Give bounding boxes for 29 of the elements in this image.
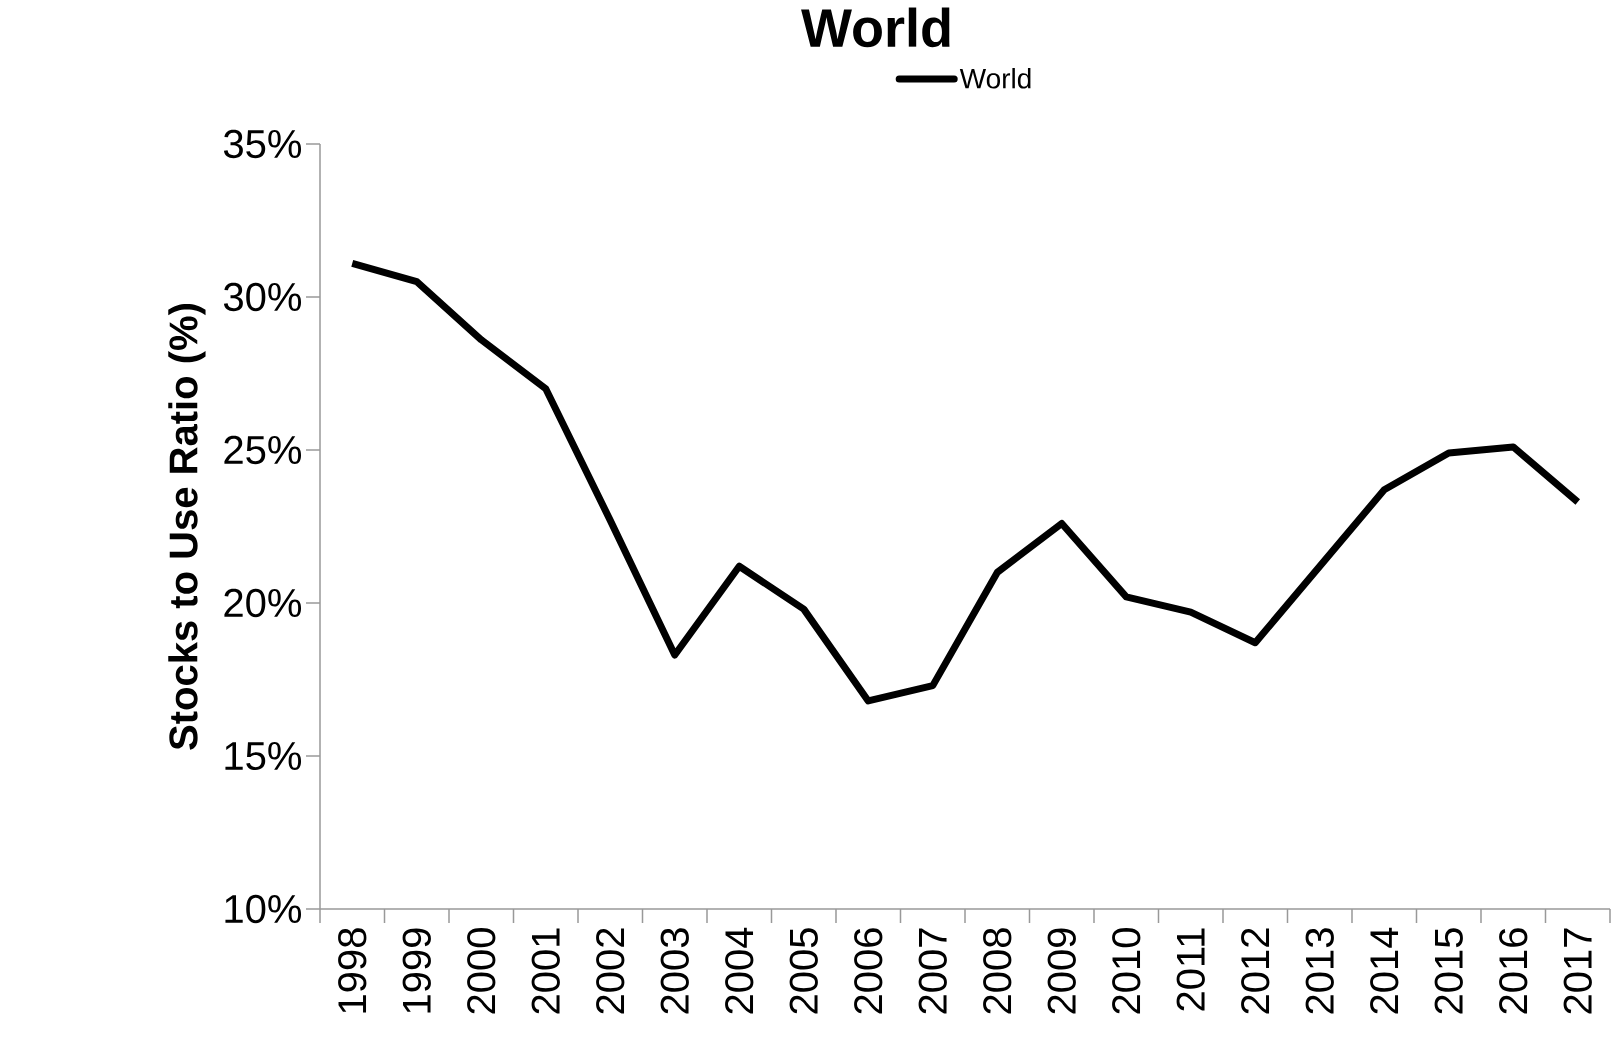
x-tick-label: 2016 [1499,928,1528,1014]
x-tick-label: 2017 [1563,928,1592,1014]
x-tick-label: 2007 [918,928,947,1014]
x-tick-label: 2003 [660,928,689,1014]
legend-label: World [959,68,1031,89]
y-axis-title: Stocks to Use Ratio (%) [168,304,206,750]
y-tick-label: 25% [224,435,302,465]
x-tick-label: 2000 [467,928,496,1014]
x-tick-label: 2005 [789,928,818,1014]
x-tick-label: 2008 [983,928,1012,1014]
x-tick-label: 2001 [531,928,560,1014]
x-tick-label: 2006 [854,928,883,1014]
x-tick-label: 2014 [1370,927,1399,1014]
y-tick-label: 30% [223,282,302,312]
x-tick-label: 1998 [338,928,367,1013]
y-tick-label: 35% [223,129,302,159]
y-tick-label: 15% [225,741,302,771]
x-tick-label: 1999 [402,928,431,1013]
x-tick-label: 2013 [1305,928,1334,1014]
chart-title: World [801,7,950,48]
x-tick-label: 2011 [1176,928,1205,1011]
y-tick-label: 10% [225,894,302,924]
x-tick-label: 2012 [1241,928,1270,1014]
x-tick-label: 2015 [1434,928,1463,1014]
y-tick-label: 20% [224,588,302,618]
x-tick-label: 2009 [1047,928,1076,1014]
x-tick-label: 2004 [725,927,754,1014]
x-tick-label: 2002 [596,928,625,1014]
x-tick-label: 2010 [1112,928,1141,1014]
